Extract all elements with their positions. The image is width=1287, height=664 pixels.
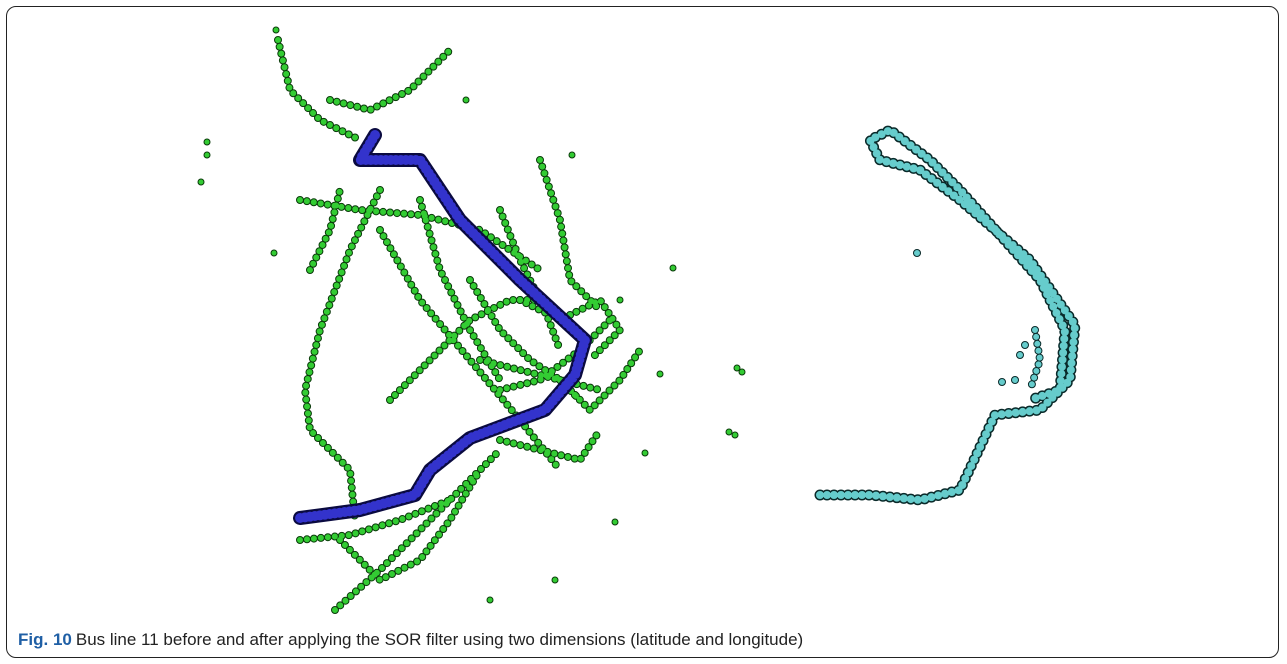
outlier-points xyxy=(197,26,746,604)
figure-caption: Fig. 10 Bus line 11 before and after appl… xyxy=(18,630,803,650)
sor-filtered-points xyxy=(814,124,1081,506)
filtered-route xyxy=(293,128,592,525)
raw-points-fill xyxy=(275,37,643,613)
sor-outlier-points xyxy=(913,249,1029,386)
figure-label: Fig. 10 xyxy=(18,630,72,649)
caption-text: Bus line 11 before and after applying th… xyxy=(75,630,804,649)
figure-frame xyxy=(6,6,1279,658)
raw-points xyxy=(274,36,644,614)
